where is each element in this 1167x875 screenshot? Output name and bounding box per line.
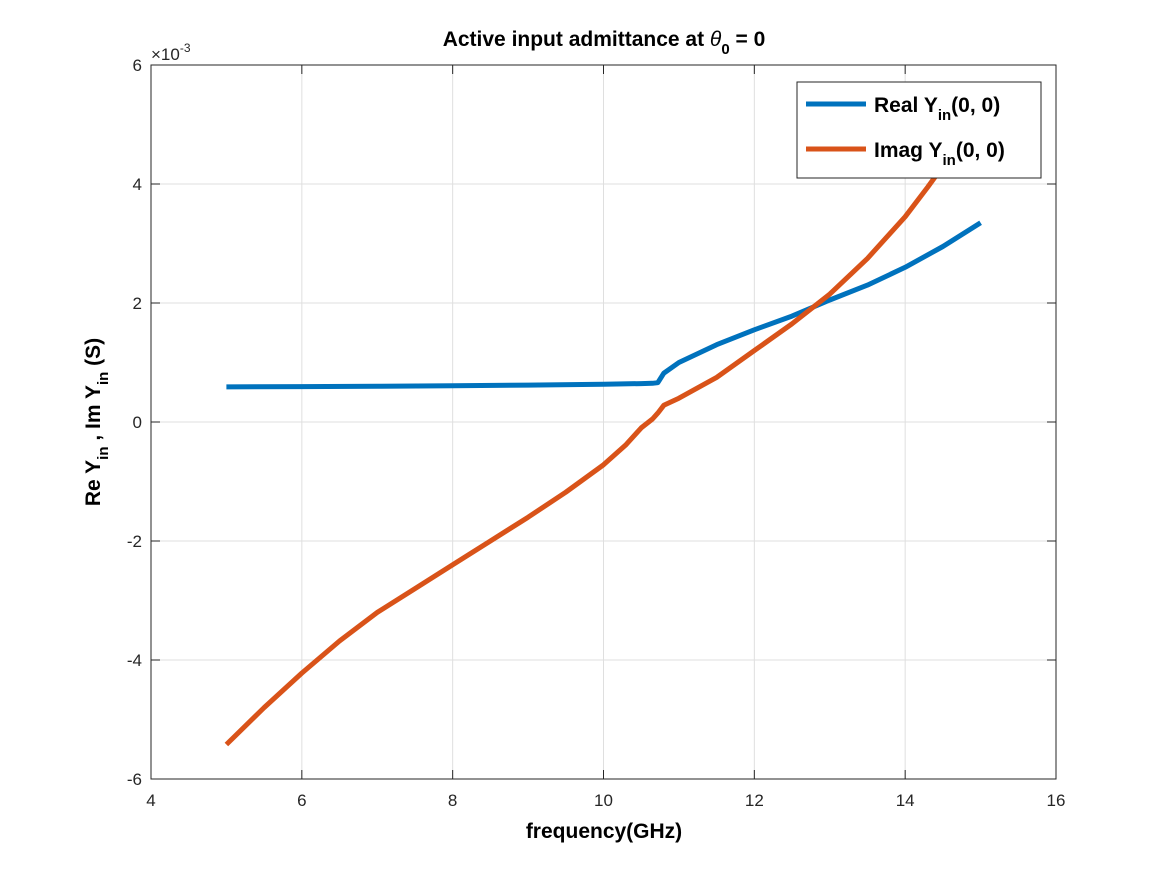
y-label-part3: (S) xyxy=(82,338,105,372)
x-tick-label: 10 xyxy=(594,791,613,810)
x-axis-label: frequency(GHz) xyxy=(526,820,682,843)
legend-box xyxy=(796,81,1042,179)
legend-imag-pre: Imag Y xyxy=(874,139,942,162)
y-label-sub2: in xyxy=(95,372,112,385)
y-tick-label: -2 xyxy=(127,532,142,551)
y-axis-label: Re Yin , Im Yin (S) xyxy=(82,338,112,506)
y-tick-label: 0 xyxy=(133,413,142,432)
x-tick-label: 8 xyxy=(448,791,457,810)
y-exponent-base: ×10 xyxy=(151,45,180,64)
y-exponent-power: -3 xyxy=(180,41,191,55)
legend-real-post: (0, 0) xyxy=(951,94,1000,117)
y-tick-label: 6 xyxy=(133,56,142,75)
y-tick-label: -6 xyxy=(127,770,142,789)
chart-title: Active input admittance at θ0 = 0 xyxy=(443,28,766,58)
y-tick-labels: -6 -4 -2 0 2 4 6 xyxy=(127,56,142,789)
legend-label-real: Real Yin(0, 0) xyxy=(874,94,1000,124)
y-label-part2: , Im Y xyxy=(82,385,105,446)
x-tick-label: 16 xyxy=(1047,791,1066,810)
series-line-real xyxy=(226,220,982,390)
legend-imag-sub: in xyxy=(942,152,955,169)
x-tick-labels: 4 6 8 10 12 14 16 xyxy=(146,791,1065,810)
legend-imag-post: (0, 0) xyxy=(956,139,1005,162)
title-suffix: = 0 xyxy=(730,28,766,51)
y-tick-label: 2 xyxy=(133,294,142,313)
x-tick-label: 12 xyxy=(745,791,764,810)
tick-marks xyxy=(150,64,1057,780)
title-prefix: Active input admittance at xyxy=(443,28,710,51)
series-line-imag xyxy=(224,150,953,747)
legend-label-imag: Imag Yin(0, 0) xyxy=(874,139,1005,169)
y-tick-label: 4 xyxy=(133,175,142,194)
x-tick-label: 4 xyxy=(146,791,155,810)
x-tick-label: 14 xyxy=(896,791,915,810)
legend-real-sub: in xyxy=(938,107,951,124)
y-label-sub1: in xyxy=(95,447,112,460)
legend: Real Yin(0, 0) Imag Yin(0, 0) xyxy=(796,81,1042,179)
y-exponent: ×10-3 xyxy=(151,41,191,64)
legend-real-pre: Real Y xyxy=(874,94,938,117)
title-subscript: 0 xyxy=(721,41,729,58)
series-layer xyxy=(224,150,982,747)
y-tick-label: -4 xyxy=(127,651,142,670)
title-symbol: θ xyxy=(710,28,722,51)
y-label-part1: Re Y xyxy=(82,460,105,506)
x-tick-label: 6 xyxy=(297,791,306,810)
